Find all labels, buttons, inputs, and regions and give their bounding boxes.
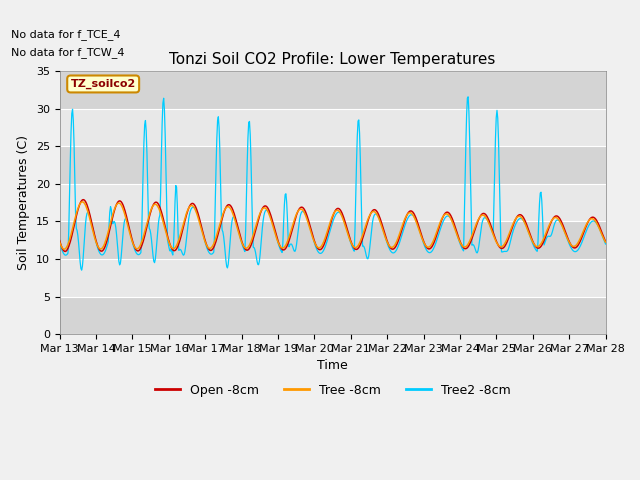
Legend: Open -8cm, Tree -8cm, Tree2 -8cm: Open -8cm, Tree -8cm, Tree2 -8cm [150,379,515,402]
Bar [60,221,605,259]
Bar [60,184,605,221]
Bar [60,259,605,297]
Text: No data for f_TCW_4: No data for f_TCW_4 [10,47,124,58]
Bar [60,146,605,184]
X-axis label: Time: Time [317,360,348,372]
Text: TZ_soilco2: TZ_soilco2 [70,79,136,89]
Y-axis label: Soil Temperatures (C): Soil Temperatures (C) [17,135,30,270]
Title: Tonzi Soil CO2 Profile: Lower Temperatures: Tonzi Soil CO2 Profile: Lower Temperatur… [170,52,496,67]
Bar [60,71,605,108]
Bar [60,108,605,146]
Text: No data for f_TCE_4: No data for f_TCE_4 [10,29,120,40]
Bar [60,297,605,334]
